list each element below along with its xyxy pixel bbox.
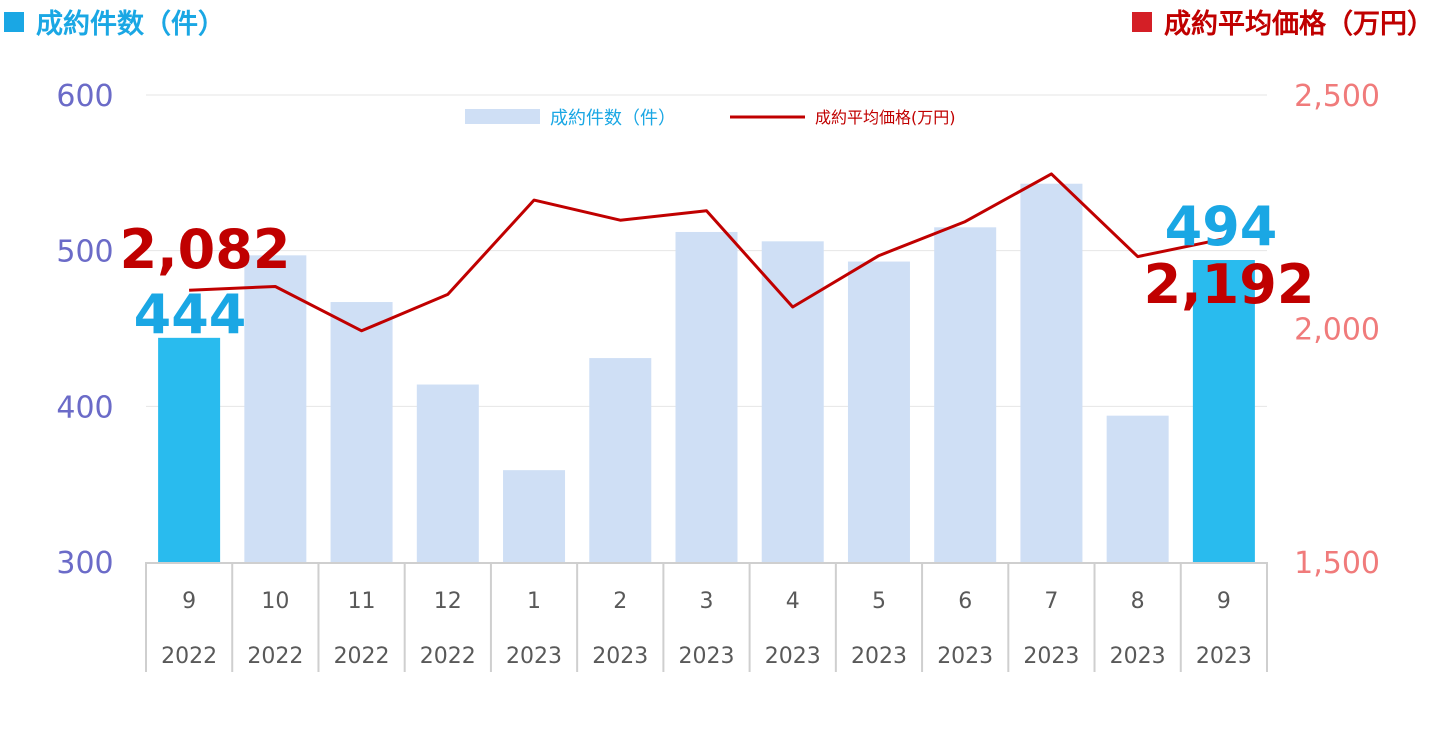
bar <box>1192 260 1255 562</box>
x-tick-year: 2022 <box>247 644 303 669</box>
left-axis-header-label: 成約件数（件） <box>36 9 225 40</box>
last-count-label: 494 <box>1165 195 1278 258</box>
x-tick-month: 11 <box>348 589 376 614</box>
right-y-tick: 2,500 <box>1294 79 1380 114</box>
legend-bar-label: 成約件数（件） <box>550 108 676 129</box>
x-axis: 9 2022 10 2022 11 2022 12 2022 1 2023 2 2023 3 2023 4 2… <box>145 562 1268 672</box>
right-y-tick: 2,000 <box>1294 313 1380 348</box>
bar <box>934 227 997 563</box>
first-count-label: 444 <box>134 283 247 346</box>
bar-series <box>158 183 1255 563</box>
right-axis-header-label: 成約平均価格（万円） <box>1164 9 1434 40</box>
x-tick-month: 3 <box>700 589 714 614</box>
x-tick-year: 2022 <box>334 644 390 669</box>
price-line <box>189 172 1225 333</box>
price-square-icon <box>1132 12 1152 32</box>
bar <box>244 255 307 562</box>
x-tick-month: 6 <box>958 589 972 614</box>
bar <box>761 241 824 562</box>
left-axis-header: 成約件数（件） <box>4 2 225 41</box>
x-tick-year: 2023 <box>1023 644 1079 669</box>
x-tick-year: 2023 <box>765 644 821 669</box>
x-tick-year: 2023 <box>1110 644 1166 669</box>
bar <box>503 470 566 562</box>
x-tick-month: 1 <box>527 589 541 614</box>
x-tick-year: 2023 <box>506 644 562 669</box>
x-tick-month: 9 <box>182 589 196 614</box>
legend-line-label: 成約平均価格(万円) <box>815 108 956 127</box>
x-tick-year: 2023 <box>851 644 907 669</box>
bar <box>330 302 393 562</box>
x-tick-month: 10 <box>261 589 289 614</box>
x-tick-year: 2023 <box>679 644 735 669</box>
x-tick-year: 2022 <box>420 644 476 669</box>
bar <box>416 384 479 562</box>
left-y-tick: 400 <box>56 390 113 425</box>
x-tick-month: 7 <box>1044 589 1058 614</box>
right-axis-header: 成約平均価格（万円） <box>1132 2 1434 41</box>
bar <box>675 231 738 562</box>
x-tick-year: 2022 <box>161 644 217 669</box>
bar <box>158 337 221 562</box>
left-y-tick: 600 <box>56 79 113 114</box>
bar <box>1106 415 1169 562</box>
right-y-tick: 1,500 <box>1294 546 1380 581</box>
x-tick-month: 8 <box>1131 589 1145 614</box>
bar <box>589 358 652 562</box>
left-y-tick: 500 <box>56 235 113 270</box>
bar <box>1020 183 1083 563</box>
legend: 成約件数（件） 成約平均価格(万円) <box>465 108 956 129</box>
x-tick-month: 5 <box>872 589 886 614</box>
x-tick-month: 9 <box>1217 589 1231 614</box>
x-tick-year: 2023 <box>1196 644 1252 669</box>
x-tick-year: 2023 <box>937 644 993 669</box>
legend-bar-swatch <box>465 109 540 124</box>
count-square-icon <box>4 12 24 32</box>
x-tick-month: 4 <box>786 589 800 614</box>
first-price-label: 2,082 <box>120 218 291 281</box>
left-y-axis: 300 400 500 600 <box>56 79 113 581</box>
left-y-tick: 300 <box>56 546 113 581</box>
x-tick-month: 12 <box>434 589 462 614</box>
x-tick-month: 2 <box>613 589 627 614</box>
x-tick-year: 2023 <box>592 644 648 669</box>
bar <box>847 261 910 562</box>
last-price-label: 2,192 <box>1144 253 1315 316</box>
right-y-axis: 1,500 2,000 2,500 <box>1294 79 1380 581</box>
